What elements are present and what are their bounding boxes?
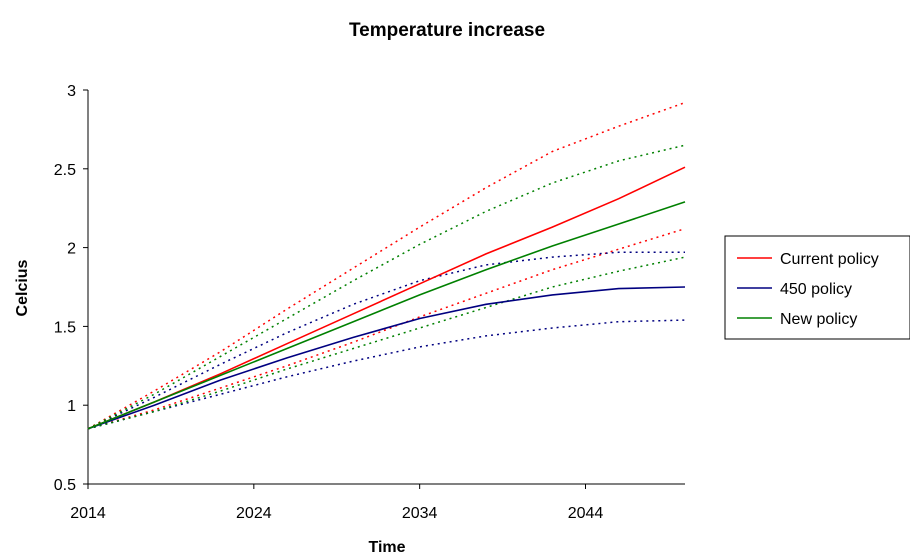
series-450-policy-upper-bound xyxy=(87,251,685,430)
x-axis-label: Time xyxy=(368,539,405,556)
legend: Current policy 450 policy New policy xyxy=(724,235,910,340)
series-new-policy-line xyxy=(87,201,686,430)
y-tick-label: 2.5 xyxy=(54,162,76,179)
series-450-policy-line xyxy=(87,286,686,430)
y-tick-label: 1.5 xyxy=(54,319,76,336)
y-axis-label: Celcius xyxy=(14,259,31,316)
x-tick-label: 2044 xyxy=(568,505,604,522)
series-current-policy-upper-bound xyxy=(87,101,686,430)
series-current-policy-lower-bound xyxy=(87,227,686,430)
x-tick-label: 2034 xyxy=(402,505,438,522)
y-tick-label: 1 xyxy=(67,398,76,415)
series-450-policy-lower-bound xyxy=(87,319,686,430)
axes: 0.5 1 1.5 2 2.5 3 2014 2024 2034 2044 xyxy=(54,83,685,522)
series-current-policy-line xyxy=(87,166,686,430)
legend-entry-label: 450 policy xyxy=(780,281,852,298)
y-tick-label: 0.5 xyxy=(54,477,76,494)
x-tick-label: 2014 xyxy=(70,505,106,522)
plot-area xyxy=(87,101,686,430)
x-tick-label: 2024 xyxy=(236,505,272,522)
series-new-policy-lower-bound xyxy=(87,256,686,430)
y-tick-label: 3 xyxy=(67,83,76,100)
series-new-policy-upper-bound xyxy=(87,144,686,430)
legend-entry-label: New policy xyxy=(780,311,857,328)
chart-title: Temperature increase xyxy=(349,20,545,41)
legend-entry-label: Current policy xyxy=(780,251,879,268)
y-tick-label: 2 xyxy=(67,241,76,258)
